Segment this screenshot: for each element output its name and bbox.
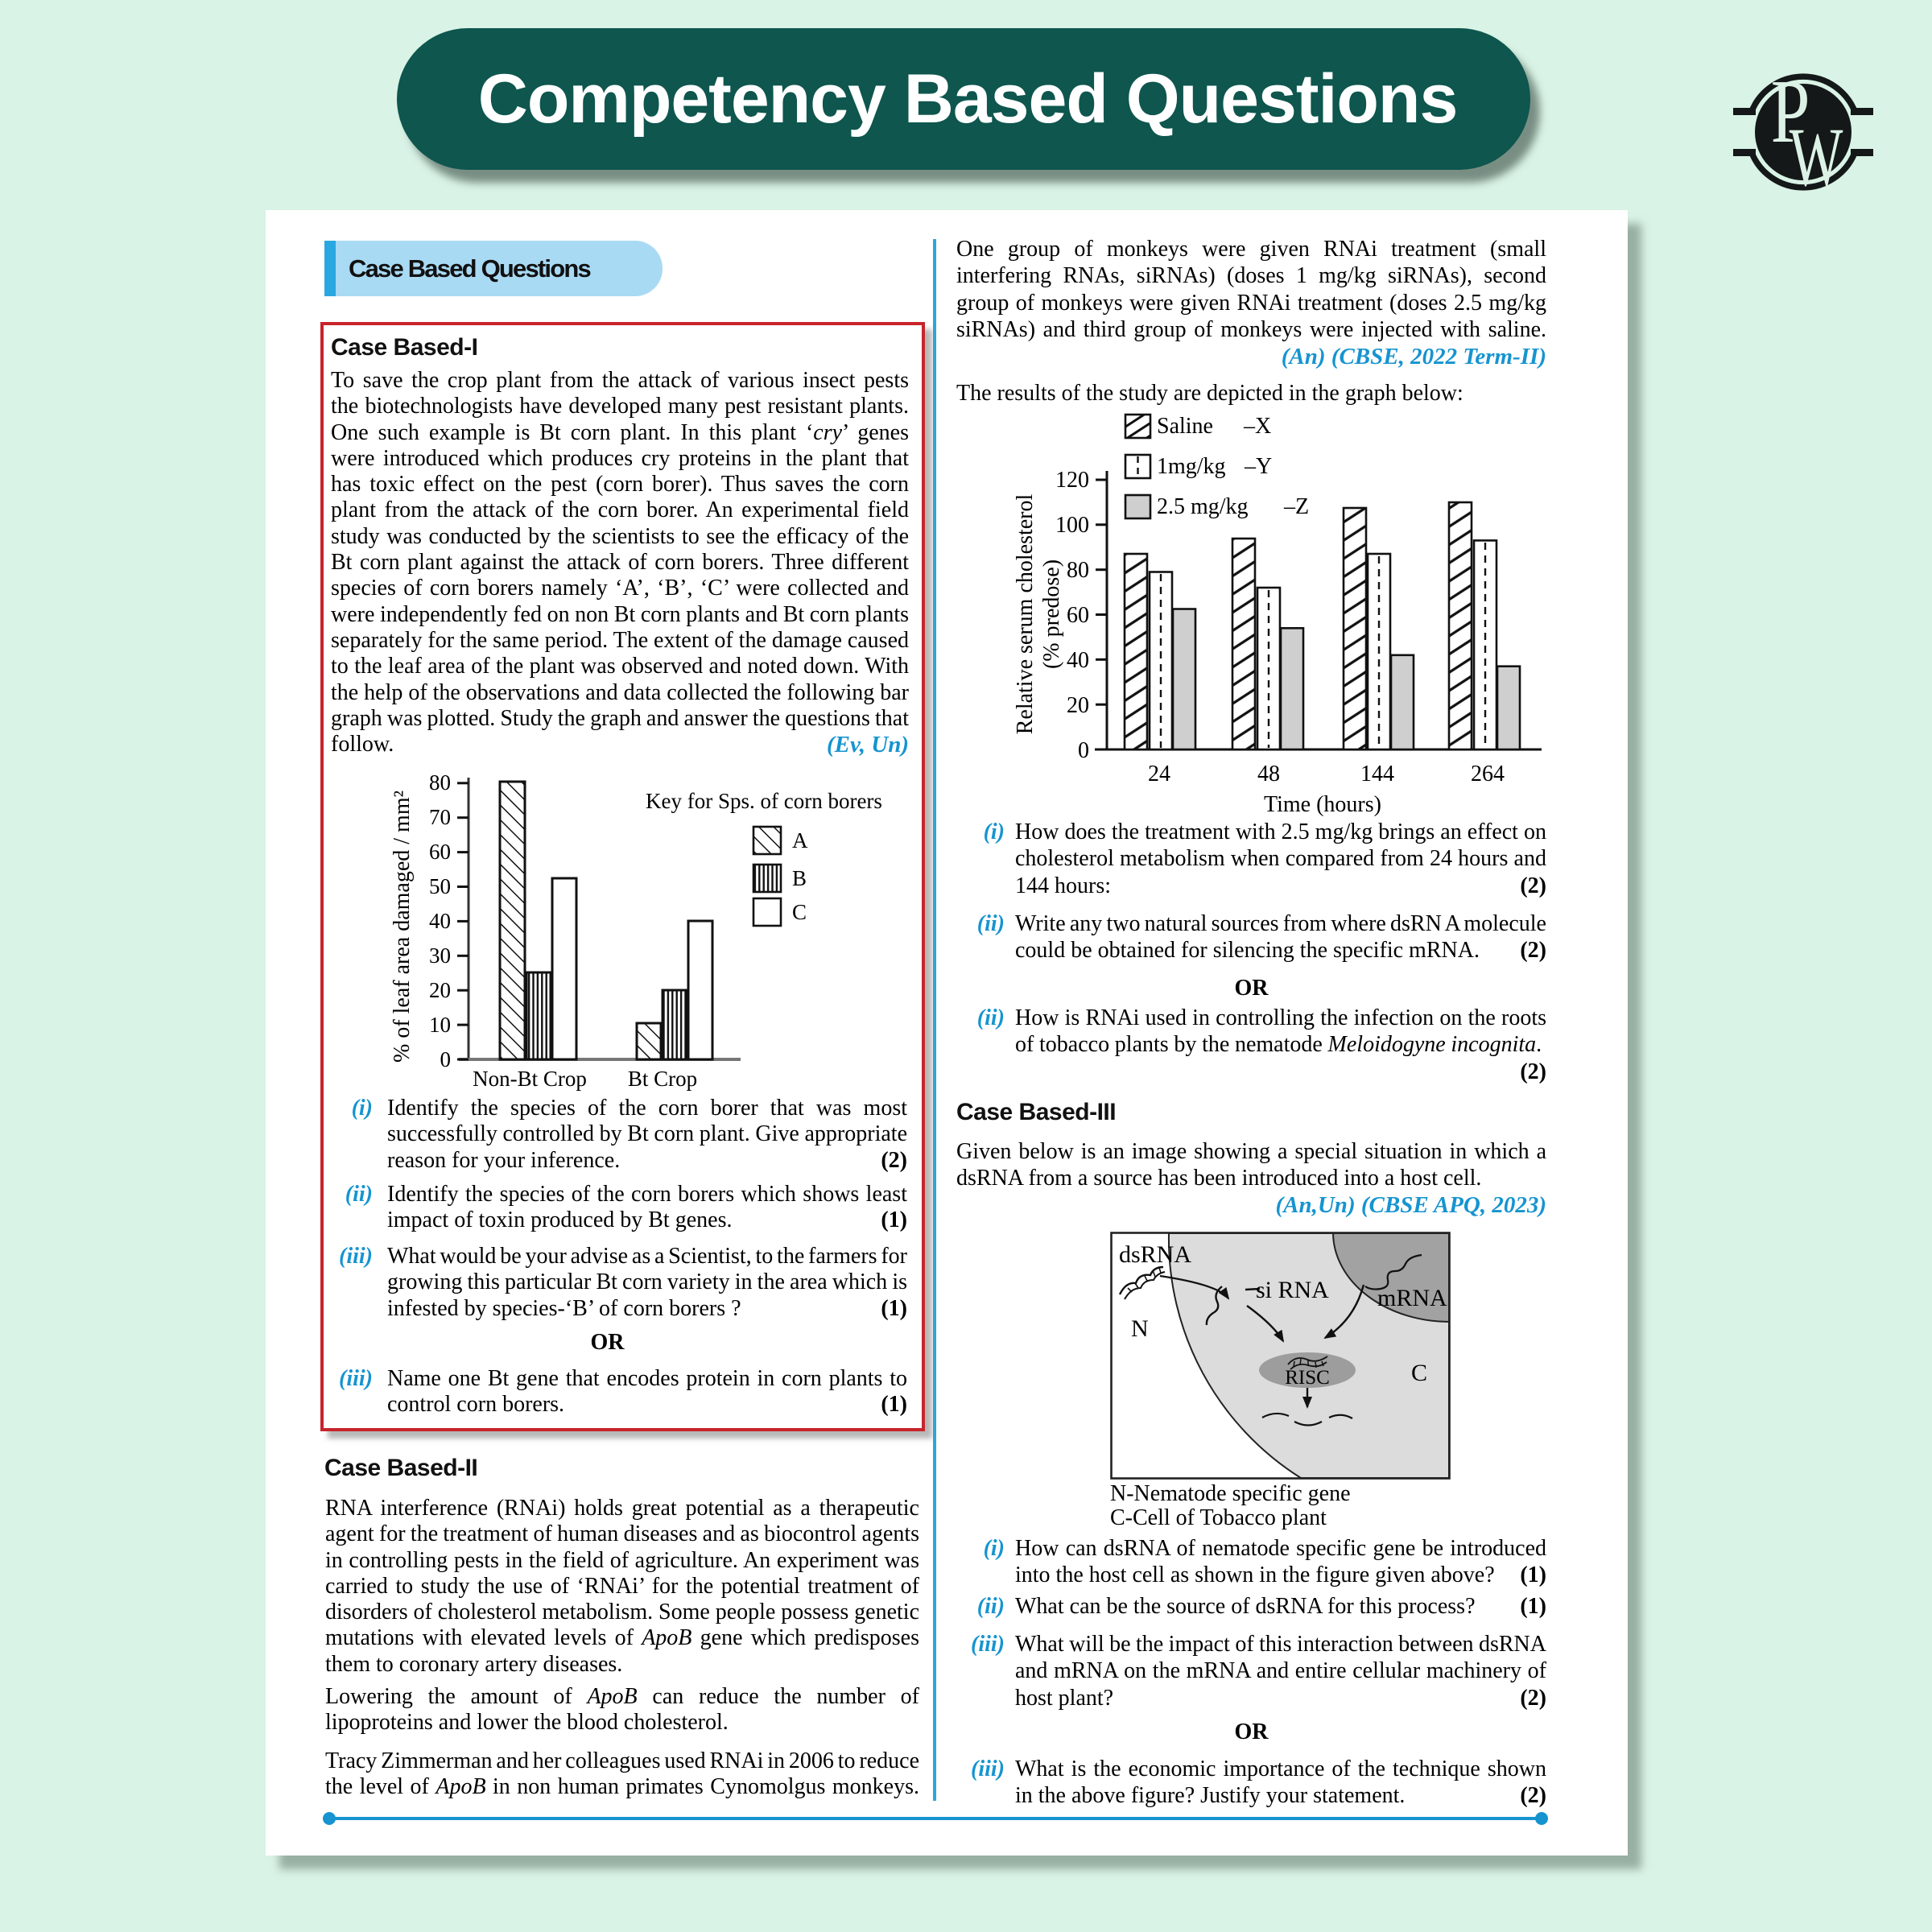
svg-text:Saline: Saline (1157, 414, 1213, 439)
svg-text:0: 0 (440, 1047, 452, 1071)
svg-text:1mg/kg: 1mg/kg (1157, 454, 1226, 479)
svg-text:mRNA: mRNA (1377, 1285, 1447, 1311)
svg-text:si RNA: si RNA (1256, 1277, 1329, 1303)
svg-text:dsRNA: dsRNA (1119, 1241, 1191, 1268)
svg-text:Key for Sps. of corn borers: Key for Sps. of corn borers (646, 789, 882, 813)
svg-text:–Z: –Z (1283, 494, 1309, 519)
svg-text:N: N (1131, 1315, 1149, 1342)
svg-text:C: C (1411, 1360, 1427, 1386)
svg-text:Relative serum cholesterol: Relative serum cholesterol (1013, 494, 1038, 735)
svg-text:P: P (1771, 62, 1810, 162)
svg-text:264: 264 (1471, 762, 1505, 786)
svg-text:–X: –X (1243, 414, 1271, 439)
svg-text:C: C (792, 900, 807, 924)
svg-text:40: 40 (1067, 648, 1089, 673)
svg-text:Time (hours): Time (hours) (1264, 792, 1381, 817)
svg-text:A: A (792, 828, 808, 852)
svg-text:0: 0 (1078, 738, 1089, 763)
svg-text:144: 144 (1360, 762, 1394, 786)
svg-text:80: 80 (429, 770, 451, 795)
svg-text:–Y: –Y (1244, 454, 1272, 479)
svg-text:(% predose): (% predose) (1039, 559, 1064, 669)
svg-text:Bt Crop: Bt Crop (628, 1067, 697, 1091)
svg-text:60: 60 (1067, 603, 1089, 628)
svg-text:RISC: RISC (1285, 1367, 1330, 1389)
svg-text:30: 30 (429, 943, 451, 968)
svg-text:100: 100 (1055, 513, 1089, 538)
svg-text:Non-Bt Crop: Non-Bt Crop (473, 1067, 587, 1091)
svg-text:48: 48 (1257, 762, 1280, 786)
svg-text:80: 80 (1067, 558, 1089, 583)
svg-text:10: 10 (429, 1013, 451, 1037)
svg-text:60: 60 (429, 840, 451, 864)
svg-text:B: B (792, 866, 807, 890)
svg-text:50: 50 (429, 874, 451, 898)
svg-text:20: 20 (429, 978, 451, 1002)
svg-text:% of leaf area damaged / mm²: % of leaf area damaged / mm² (390, 791, 415, 1063)
svg-text:2.5 mg/kg: 2.5 mg/kg (1157, 494, 1249, 519)
svg-text:70: 70 (429, 805, 451, 829)
svg-text:W: W (1790, 112, 1843, 204)
svg-text:40: 40 (429, 909, 451, 933)
svg-text:24: 24 (1148, 762, 1170, 786)
svg-text:20: 20 (1067, 693, 1089, 718)
svg-text:120: 120 (1055, 468, 1089, 493)
